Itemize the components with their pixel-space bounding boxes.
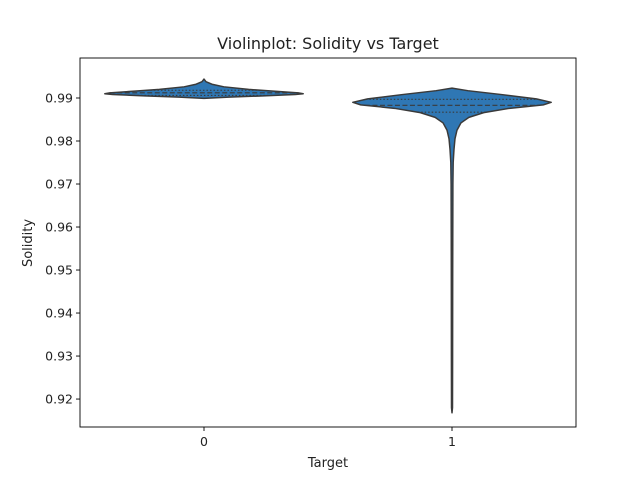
y-axis-label: Solidity <box>21 219 36 267</box>
plot-area <box>80 58 576 427</box>
y-tick-label: 0.96 <box>45 220 73 235</box>
y-tick-label: 0.99 <box>45 90 73 105</box>
violin-body <box>352 87 552 414</box>
y-tick-label: 0.93 <box>45 349 73 364</box>
y-tick-label: 0.92 <box>45 392 73 407</box>
y-tick-label: 0.95 <box>45 263 73 278</box>
plot-frame <box>79 57 577 428</box>
violins-layer <box>104 78 552 414</box>
y-tick-label: 0.97 <box>45 177 73 192</box>
chart-title: Violinplot: Solidity vs Target <box>217 34 439 53</box>
y-tick-label: 0.94 <box>45 306 73 321</box>
x-tick-label: 0 <box>200 434 208 449</box>
y-axis-ticks: 0.92 0.93 0.94 0.95 0.96 0.97 0.98 0.99 <box>45 90 80 407</box>
x-axis-label: Target <box>307 456 348 471</box>
y-tick-label: 0.98 <box>45 134 73 149</box>
x-tick-label: 1 <box>448 434 456 449</box>
violin-body <box>104 78 304 100</box>
